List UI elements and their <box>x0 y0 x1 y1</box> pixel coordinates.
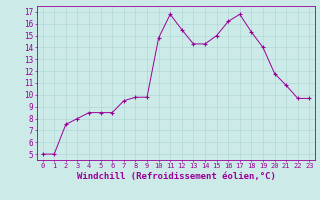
X-axis label: Windchill (Refroidissement éolien,°C): Windchill (Refroidissement éolien,°C) <box>76 172 276 181</box>
